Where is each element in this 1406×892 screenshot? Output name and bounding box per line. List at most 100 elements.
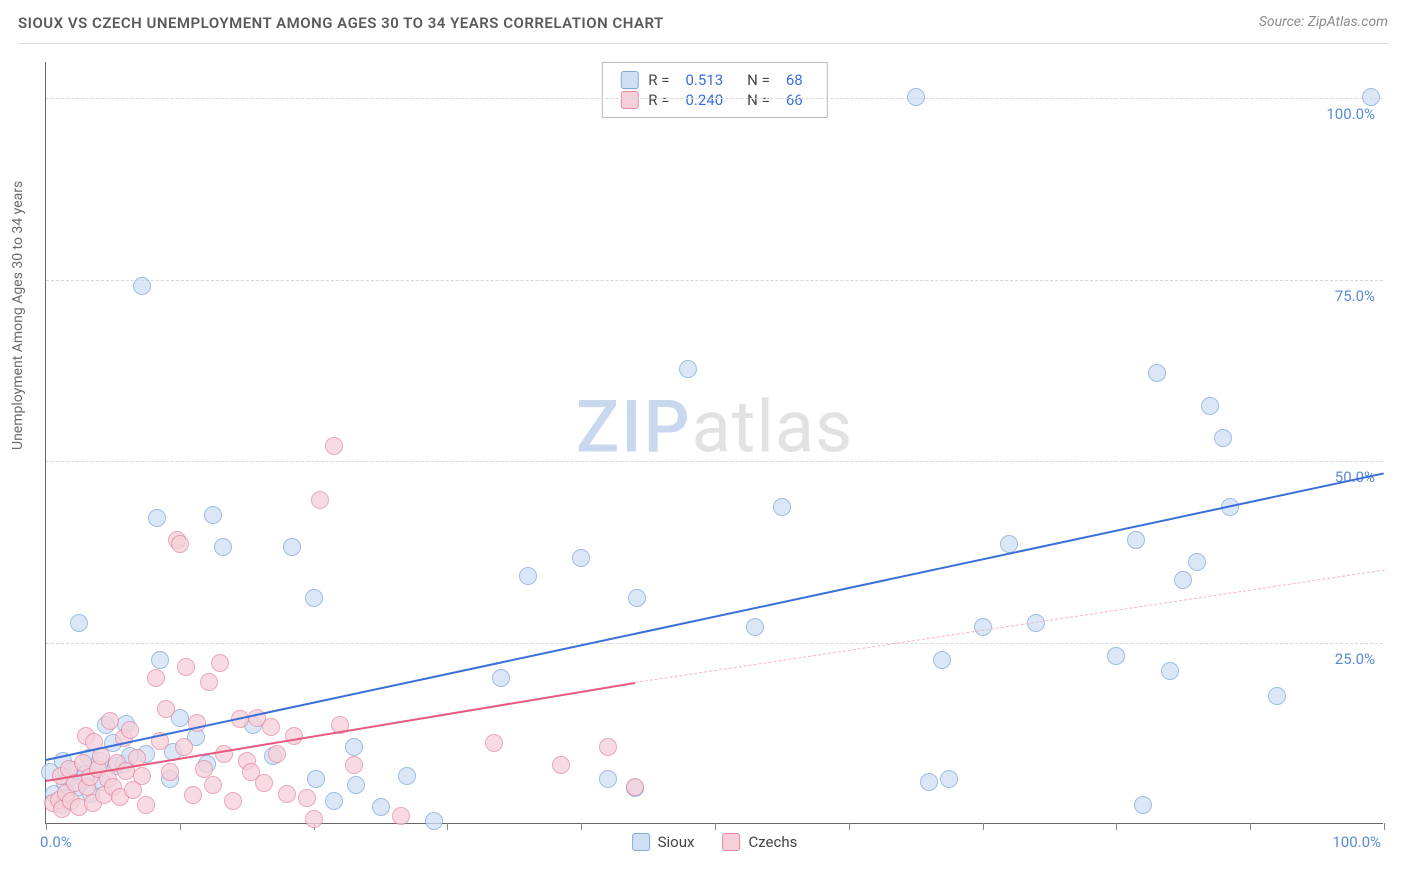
n-label: N = [747,91,770,109]
data-point [137,796,155,814]
data-point [492,669,510,687]
data-point [1000,535,1018,553]
data-point [372,798,390,816]
data-point [485,734,503,752]
data-point [70,614,88,632]
data-point [773,498,791,516]
data-point [325,792,343,810]
chart-header: SIOUX VS CZECH UNEMPLOYMENT AMONG AGES 3… [18,14,1388,44]
data-point [1148,364,1166,382]
data-point [157,700,175,718]
data-point [572,549,590,567]
x-tick [849,823,850,830]
data-point [133,277,151,295]
legend-item: Czechs [722,833,797,851]
y-axis-label: Unemployment Among Ages 30 to 34 years [10,181,26,450]
gridline [46,643,1383,644]
data-point [599,738,617,756]
data-point [101,712,119,730]
x-tick [1250,823,1251,830]
x-tick [180,823,181,830]
data-point [628,589,646,607]
chart-title: SIOUX VS CZECH UNEMPLOYMENT AMONG AGES 3… [18,14,664,32]
data-point [255,774,273,792]
gridline [46,280,1383,281]
data-point [298,789,316,807]
data-point [161,763,179,781]
data-point [200,673,218,691]
watermark-zip: ZIP [576,385,692,470]
data-point [211,654,229,672]
r-value: 0.240 [685,91,723,109]
x-tick-label: 0.0% [40,833,72,851]
data-point [1161,662,1179,680]
data-point [345,756,363,774]
legend-label: Sioux [658,833,695,851]
data-point [1174,571,1192,589]
data-point [974,618,992,636]
x-tick [715,823,716,830]
plot-area: ZIPatlas R =0.513N =68R =0.240N =66 Siou… [45,62,1383,824]
y-tick-label: 100.0% [1326,105,1375,123]
n-value: 66 [786,91,803,109]
r-label: R = [648,71,669,89]
data-point [151,651,169,669]
stats-legend: R = 0.513 N = 68 R = 0.240 N = 66 [601,62,827,118]
data-point [215,745,233,763]
data-point [907,88,925,106]
data-point [177,658,195,676]
r-label: R = [648,91,669,109]
legend-swatch [620,91,638,109]
data-point [599,770,617,788]
data-point [933,651,951,669]
stats-legend-row: R = 0.240 N = 66 [620,91,808,109]
data-point [184,786,202,804]
legend-item: Sioux [632,833,695,851]
data-point [268,745,286,763]
x-tick [983,823,984,830]
x-tick [46,823,47,830]
data-point [305,589,323,607]
data-point [1268,687,1286,705]
data-point [283,538,301,556]
data-point [519,567,537,585]
data-point [746,618,764,636]
data-point [285,727,303,745]
n-value: 68 [786,71,803,89]
y-tick-label: 25.0% [1335,650,1375,668]
data-point [133,767,151,785]
gridline [46,98,1383,99]
data-point [224,792,242,810]
data-point [398,767,416,785]
x-tick [581,823,582,830]
data-point [626,778,644,796]
r-value: 0.513 [685,71,723,89]
data-point [347,776,365,794]
data-point [325,437,343,455]
legend-swatch [722,833,740,851]
data-point [940,770,958,788]
data-point [679,360,697,378]
data-point [305,810,323,828]
watermark: ZIPatlas [576,385,853,470]
data-point [204,506,222,524]
data-point [204,776,222,794]
x-tick-label: 100.0% [1332,833,1381,851]
data-point [1214,429,1232,447]
data-point [278,785,296,803]
legend-label: Czechs [748,833,797,851]
data-point [345,738,363,756]
legend-swatch [620,71,638,89]
data-point [171,535,189,553]
data-point [425,812,443,830]
data-point [195,760,213,778]
data-point [175,738,193,756]
data-point [148,509,166,527]
series-legend: Sioux Czechs [632,833,798,851]
data-point [1188,553,1206,571]
data-point [307,770,325,788]
data-point [552,756,570,774]
x-tick [1384,823,1385,830]
data-point [1107,647,1125,665]
gridline [46,461,1383,462]
